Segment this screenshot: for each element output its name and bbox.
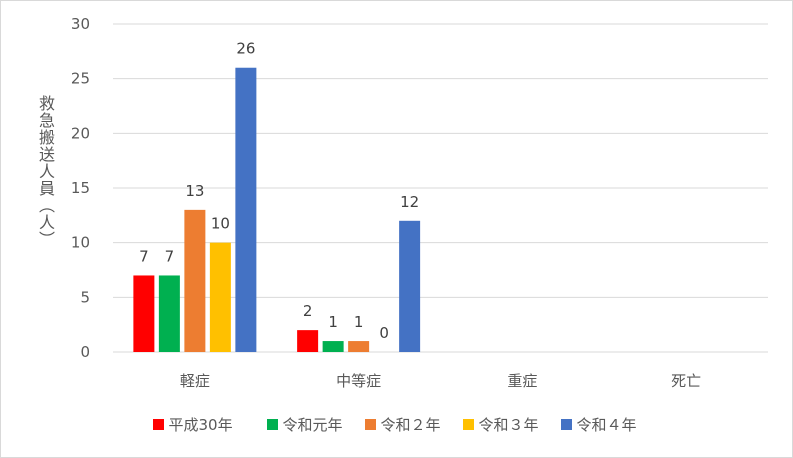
legend-swatch (266, 418, 278, 430)
data-label: 10 (211, 215, 230, 233)
bar (209, 242, 231, 352)
y-tick-label: 25 (71, 70, 90, 88)
x-tick-label: 重症 (507, 372, 537, 390)
data-label: 7 (165, 247, 175, 265)
bar (348, 341, 370, 352)
legend-item: 平成30年 (152, 412, 233, 436)
data-label: 26 (236, 40, 255, 58)
legend-swatch (560, 418, 572, 430)
legend-swatch (364, 418, 376, 430)
y-tick-label: 5 (80, 288, 90, 306)
y-tick-label: 0 (80, 343, 90, 361)
legend-swatch (152, 418, 164, 430)
legend-label: 平成30年 (168, 415, 233, 434)
y-axis-label: 救急搬送人員（人） (36, 95, 55, 248)
bar (399, 220, 421, 352)
bar (297, 330, 319, 352)
legend-item: 令和３年 (462, 412, 539, 436)
legend-swatch (462, 418, 474, 430)
legend-item: 令和元年 (266, 412, 343, 436)
bar (235, 67, 257, 352)
data-label: 0 (379, 324, 389, 342)
data-label: 1 (354, 313, 364, 331)
y-tick-label: 15 (71, 179, 90, 197)
legend: 平成30年 令和元年 令和２年 令和３年 令和４年 (0, 412, 793, 436)
x-tick-label: 軽症 (180, 372, 210, 390)
legend-label: 令和元年 (282, 415, 343, 434)
legend-item: 令和４年 (560, 412, 637, 436)
legend-label: 令和３年 (478, 415, 539, 434)
y-tick-label: 10 (71, 234, 90, 252)
y-tick-label: 20 (71, 124, 90, 142)
data-label: 2 (303, 302, 313, 320)
bar (158, 275, 180, 352)
data-label: 1 (328, 313, 338, 331)
data-label: 13 (185, 182, 204, 200)
bar (133, 275, 155, 352)
bar (322, 341, 344, 352)
data-label: 7 (139, 247, 149, 265)
x-tick-label: 中等症 (336, 372, 381, 390)
data-label: 12 (400, 193, 419, 211)
x-tick-label: 死亡 (671, 372, 701, 390)
y-tick-label: 30 (71, 15, 90, 33)
legend-label: 令和２年 (380, 415, 441, 434)
legend-label: 令和４年 (576, 415, 637, 434)
bar (184, 209, 206, 352)
legend-item: 令和２年 (364, 412, 441, 436)
